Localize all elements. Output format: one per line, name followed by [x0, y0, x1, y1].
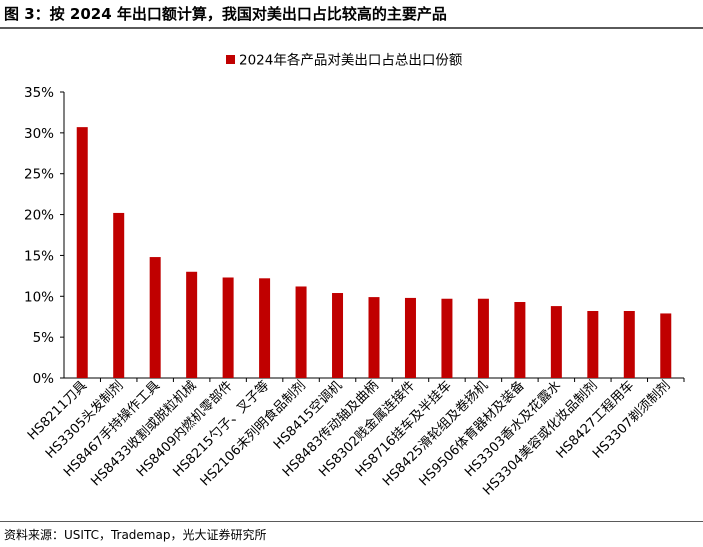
bar	[587, 310, 599, 378]
y-tick-label: 5%	[33, 330, 55, 346]
bar	[295, 286, 307, 378]
y-tick-label: 10%	[24, 289, 54, 305]
bar	[623, 310, 635, 378]
legend-swatch	[226, 55, 235, 64]
bar	[186, 271, 198, 378]
bar	[259, 278, 271, 378]
source-note: 资料来源：USITC，Trademap，光大证券研究所	[4, 528, 267, 542]
y-tick-label: 35%	[24, 85, 54, 101]
bar	[441, 298, 453, 378]
bar	[222, 277, 234, 378]
bar-chart: 2024年各产品对美出口占总出口份额 0% 5% 10% 15% 20% 25% 30% 35%…	[24, 53, 685, 499]
y-tick-label: 15%	[24, 248, 54, 264]
bar	[477, 298, 489, 378]
top-rule	[0, 27, 703, 29]
bar	[550, 306, 562, 378]
y-tick-label: 0%	[33, 371, 55, 387]
bar	[404, 297, 416, 378]
y-tick-label: 30%	[24, 126, 54, 142]
bar	[514, 302, 526, 378]
bar	[76, 127, 88, 378]
bottom-rule	[0, 521, 703, 522]
figure-title: 图 3：按 2024 年出口额计算，我国对美出口占比较高的主要产品	[4, 5, 447, 23]
bar	[332, 293, 344, 378]
bar	[149, 257, 161, 378]
legend-label: 2024年各产品对美出口占总出口份额	[239, 53, 463, 69]
y-tick-label: 20%	[24, 208, 54, 224]
bar	[368, 297, 380, 378]
y-tick-label: 25%	[24, 167, 54, 183]
bar	[113, 212, 125, 378]
bar	[660, 313, 672, 378]
